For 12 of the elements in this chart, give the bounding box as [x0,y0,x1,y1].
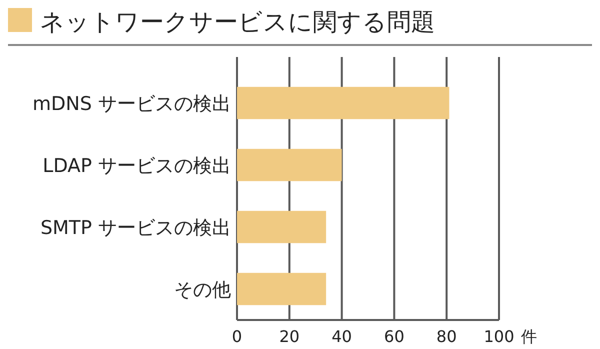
x-tick-label: 80 [436,327,457,346]
x-tick-label: 100 [484,327,514,346]
x-tick-label: 20 [279,327,300,346]
x-axis-title: 件 [521,327,537,346]
y-tick-label: mDNS サービスの検出 [32,93,231,115]
x-tick-label: 60 [384,327,404,346]
chart-title: ネットワークサービスに関する問題 [40,8,435,36]
y-tick-label: SMTP サービスの検出 [40,217,231,239]
x-tick-label: 0 [232,327,242,346]
x-tick-label: 40 [332,327,352,346]
y-tick-label: その他 [174,279,231,301]
y-tick-label: LDAP サービスの検出 [42,155,231,177]
